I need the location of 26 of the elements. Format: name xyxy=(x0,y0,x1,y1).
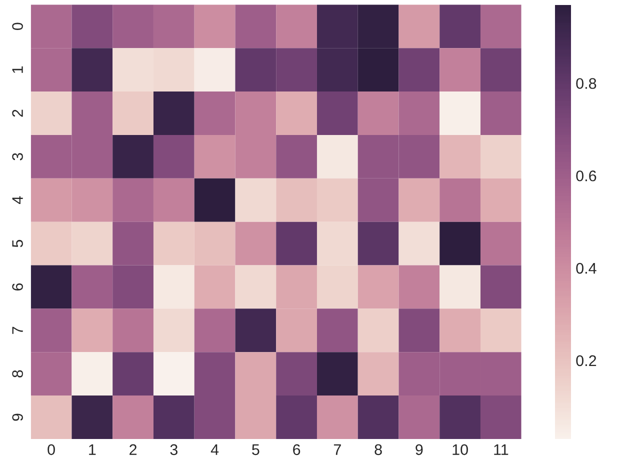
y-tick-label: 2 xyxy=(12,110,23,117)
color-bar-label: 0.2 xyxy=(576,355,596,366)
color-bar-label: 0.4 xyxy=(576,262,596,274)
y-tick-label: 8 xyxy=(12,370,23,378)
x-tick-label: 0 xyxy=(48,444,55,456)
x-tick-label: 2 xyxy=(130,444,137,455)
y-tick-label: 1 xyxy=(12,66,23,73)
x-tick-label: 10 xyxy=(452,444,468,456)
x-tick-label: 11 xyxy=(494,444,508,455)
y-tick-label: 3 xyxy=(12,153,23,160)
x-tick-label: 1 xyxy=(89,444,96,455)
x-tick-label: 9 xyxy=(416,444,423,456)
color-bar-label: 0.6 xyxy=(576,170,596,182)
y-tick-label: 5 xyxy=(12,240,23,248)
y-tick-label: 9 xyxy=(12,414,23,421)
color-bar-label: 0.8 xyxy=(576,78,596,89)
x-tick-label: 7 xyxy=(334,444,341,455)
x-tick-label: 3 xyxy=(170,444,178,456)
y-tick-label: 4 xyxy=(12,196,23,204)
x-tick-label: 6 xyxy=(293,444,300,456)
y-tick-label: 6 xyxy=(12,283,23,290)
x-tick-label: 4 xyxy=(210,444,219,455)
x-tick-label: 8 xyxy=(374,444,382,456)
y-tick-label: 7 xyxy=(12,326,23,334)
x-tick-label: 5 xyxy=(252,444,260,456)
y-tick-label: 0 xyxy=(12,22,23,30)
